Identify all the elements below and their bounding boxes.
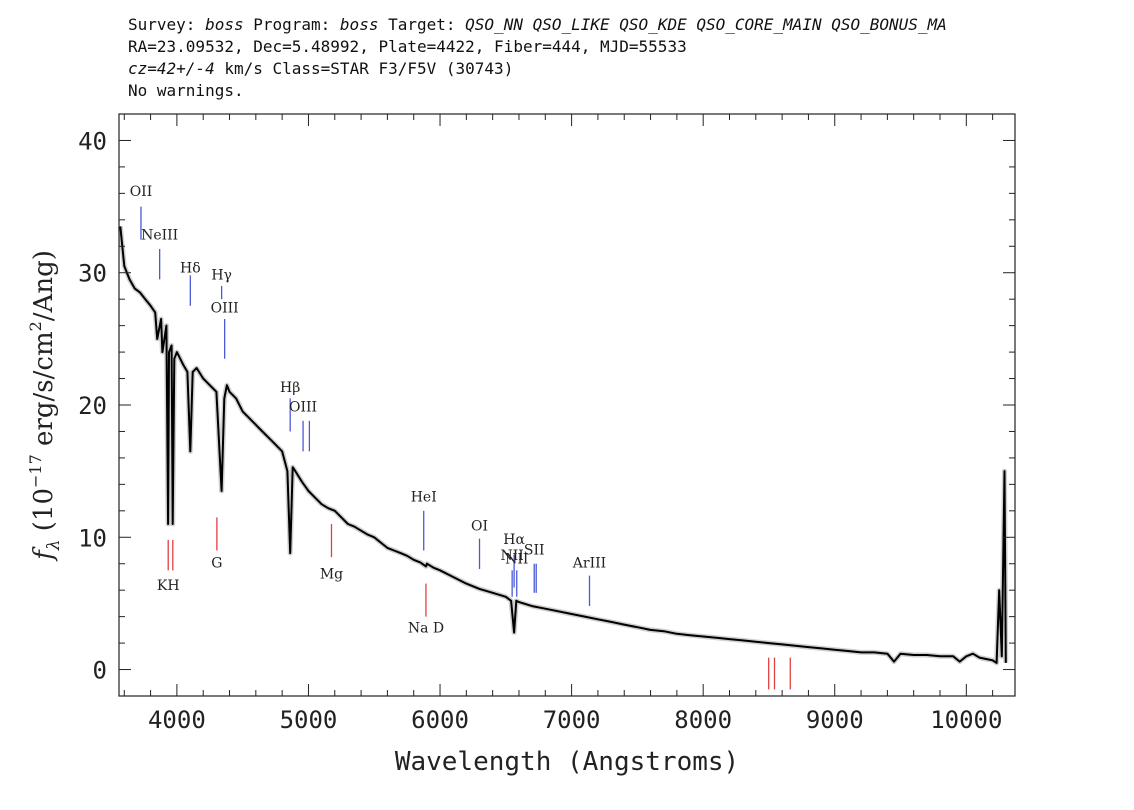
y-label-units-c: /Ang)	[29, 250, 59, 321]
x-tick-label: 6000	[411, 706, 469, 734]
header-line-warnings: No warnings.	[128, 81, 244, 100]
x-tick-label: 5000	[280, 706, 338, 734]
y-tick-label: 20	[78, 392, 107, 420]
survey-value: boss	[205, 15, 244, 34]
emission-label-hdelta: Hδ	[180, 261, 201, 277]
emission-label-hgamma: Hγ	[211, 267, 232, 283]
emission-label-halpha: Hα	[503, 532, 525, 548]
emission-label-sii-6716: SII	[524, 542, 545, 558]
header-line-class: cz=42+/-4 km/s Class=STAR F3/F5V (30743)	[128, 58, 1134, 80]
emission-label-oiii-4363: OIII	[211, 300, 239, 316]
y-label-units-a: (10	[29, 488, 59, 540]
absorption-label-mg: Mg	[320, 566, 343, 582]
y-tick-label: 40	[78, 127, 107, 155]
header-line-coords: RA=23.09532, Dec=5.48992, Plate=4422, Fi…	[128, 37, 687, 56]
target-value: QSO_NN QSO_LIKE QSO_KDE QSO_CORE_MAIN QS…	[465, 15, 947, 34]
survey-label: Survey:	[128, 15, 206, 34]
emission-label-neiii: NeIII	[141, 228, 178, 244]
series-error-band	[117, 226, 1009, 666]
y-label-sub: λ	[44, 539, 64, 551]
x-tick-label: 9000	[806, 706, 864, 734]
header-line-survey: Survey: boss Program: boss Target: QSO_N…	[128, 14, 1134, 36]
y-label-units-b: erg/s/cm	[29, 331, 59, 454]
emission-label-hei: HeI	[411, 490, 437, 506]
y-tick-label: 30	[78, 260, 107, 288]
absorption-label-k: KH	[157, 578, 180, 594]
program-value: boss	[339, 15, 379, 34]
spectrum-header: Survey: boss Program: boss Target: QSO_N…	[128, 14, 1134, 102]
class-value: km/s Class=STAR F3/F5V (30743)	[214, 59, 514, 78]
absorption-label-nad: Na D	[408, 621, 444, 637]
y-axis-label: fλ (10−17 erg/s/cm2/Ang)	[26, 250, 64, 562]
emission-label-oii: OII	[130, 184, 153, 200]
target-label: Target:	[378, 15, 466, 34]
emission-label-hbeta: Hβ	[280, 380, 300, 396]
y-label-exp2: 2	[26, 321, 45, 331]
redshift-value: cz=42+/-4	[128, 59, 215, 78]
y-label-exp: −17	[26, 454, 45, 488]
program-label: Program:	[243, 15, 340, 34]
absorption-label-g: G	[211, 556, 222, 572]
series-line-0	[119, 226, 1007, 664]
spectrum-series	[117, 226, 1009, 666]
y-tick-label: 0	[93, 657, 107, 685]
emission-label-nii-6583: NII	[505, 552, 528, 568]
emission-label-nii-6548: NII	[500, 548, 523, 564]
emission-label-oi: OI	[471, 519, 488, 535]
emission-label-oiii-4959: OIII	[289, 400, 317, 416]
emission-label-ariii: ArIII	[572, 556, 606, 572]
x-axis-label: Wavelength (Angstroms)	[395, 747, 739, 777]
axis-ticks: 4000 5000 6000 7000 8000 9000 10000 0 10 20 30 40	[78, 114, 1015, 734]
x-tick-label: 7000	[543, 706, 601, 734]
x-tick-label: 4000	[148, 706, 206, 734]
x-tick-label: 8000	[674, 706, 732, 734]
plot-frame	[118, 113, 1016, 697]
y-tick-label: 10	[78, 524, 107, 552]
x-tick-label: 10000	[930, 706, 1002, 734]
